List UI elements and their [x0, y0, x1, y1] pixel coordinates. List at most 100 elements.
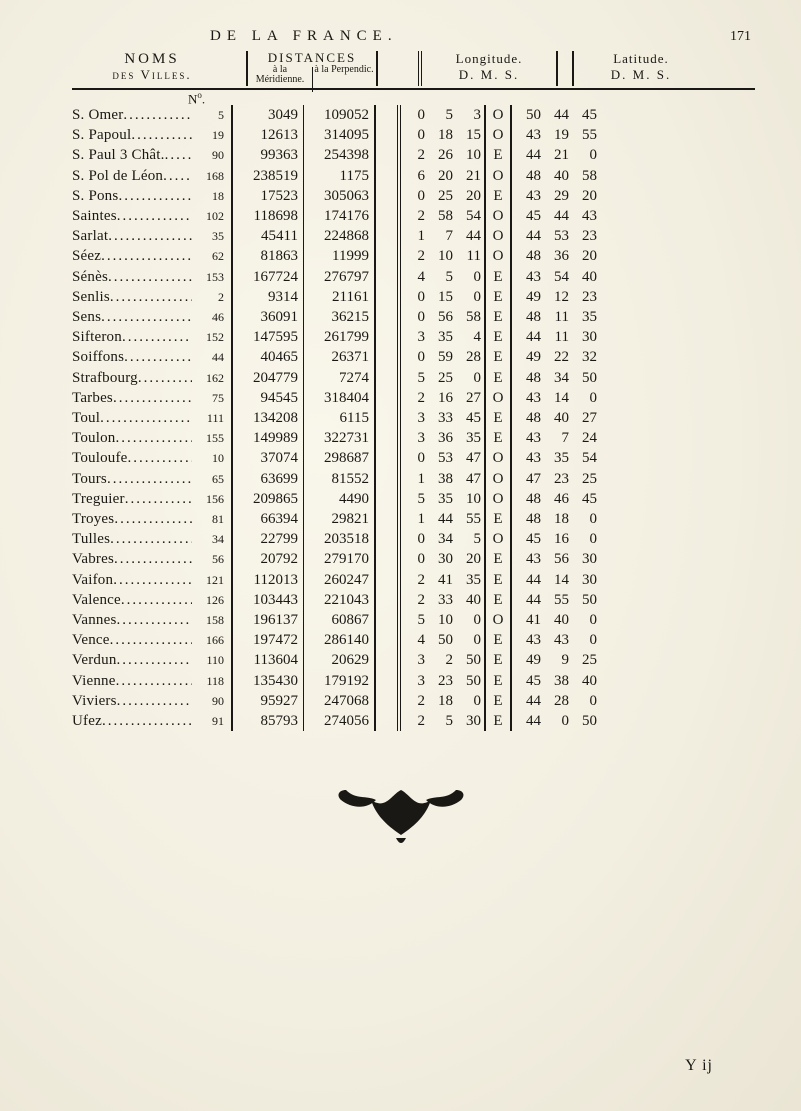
- city-name: Séez..............................: [72, 246, 192, 266]
- dist-meridienne: 85793: [236, 711, 300, 731]
- long-deg: 0: [403, 549, 425, 569]
- city-name: Tarbes..............................: [72, 388, 192, 408]
- ordinal: 155: [192, 428, 228, 448]
- table-row: Toulon..............................1551…: [72, 428, 755, 448]
- hemisphere: E: [489, 650, 507, 670]
- long-deg: 2: [403, 246, 425, 266]
- hemisphere: E: [489, 327, 507, 347]
- long-deg: 0: [403, 105, 425, 125]
- lat-deg: 48: [515, 307, 541, 327]
- long-min: 44: [425, 509, 453, 529]
- dist-perpendic: 36215: [307, 307, 371, 327]
- tailpiece-ornament: [0, 770, 801, 855]
- lat-deg: 48: [515, 408, 541, 428]
- lat-dms: D. M. S.: [576, 67, 706, 83]
- lat-min: 19: [541, 125, 569, 145]
- hemisphere: E: [489, 630, 507, 650]
- lat-sec: 20: [569, 186, 597, 206]
- dist-meridienne: 3049: [236, 105, 300, 125]
- dist-perpendic: 254398: [307, 145, 371, 165]
- dist-perpendic: 247068: [307, 691, 371, 711]
- city-name: S. Paul 3 Chât..........................…: [72, 145, 192, 165]
- dist-perpendic: 298687: [307, 448, 371, 468]
- table-row: Vence..............................16619…: [72, 630, 755, 650]
- hemisphere: E: [489, 428, 507, 448]
- lat-deg: 49: [515, 287, 541, 307]
- long-dms: D. M. S.: [424, 67, 554, 83]
- dist-perpendic: 20629: [307, 650, 371, 670]
- hemisphere: O: [489, 125, 507, 145]
- long-deg: 2: [403, 388, 425, 408]
- long-top: Longitude.: [424, 51, 554, 67]
- ordinal: 152: [192, 327, 228, 347]
- lat-min: 23: [541, 469, 569, 489]
- dist-perpendic: 109052: [307, 105, 371, 125]
- lat-sec: 0: [569, 691, 597, 711]
- city-name: Sens..............................: [72, 307, 192, 327]
- long-min: 50: [425, 630, 453, 650]
- lat-sec: 23: [569, 226, 597, 246]
- hemisphere: E: [489, 267, 507, 287]
- long-deg: 0: [403, 448, 425, 468]
- dist-meridienne: 66394: [236, 509, 300, 529]
- lat-min: 40: [541, 166, 569, 186]
- lat-sec: 25: [569, 469, 597, 489]
- hemisphere: E: [489, 145, 507, 165]
- dist-meridienne: 99363: [236, 145, 300, 165]
- hemisphere: E: [489, 307, 507, 327]
- long-sec: 0: [453, 287, 481, 307]
- ordinal: 168: [192, 166, 228, 186]
- long-deg: 0: [403, 347, 425, 367]
- lat-sec: 23: [569, 287, 597, 307]
- dist-meridienne: 94545: [236, 388, 300, 408]
- long-deg: 2: [403, 711, 425, 731]
- ordinal: 35: [192, 226, 228, 246]
- table-row: S. Papoul..............................1…: [72, 125, 755, 145]
- dist-meridienne: 20792: [236, 549, 300, 569]
- dist-perpendic: 314095: [307, 125, 371, 145]
- long-min: 10: [425, 246, 453, 266]
- lat-deg: 43: [515, 267, 541, 287]
- lat-deg: 44: [515, 691, 541, 711]
- ordinal: 2: [192, 287, 228, 307]
- dist-meridienne: 9314: [236, 287, 300, 307]
- lat-deg: 47: [515, 469, 541, 489]
- ordinal: 75: [192, 388, 228, 408]
- lat-min: 16: [541, 529, 569, 549]
- hemisphere: E: [489, 347, 507, 367]
- hemisphere: E: [489, 671, 507, 691]
- long-sec: 0: [453, 691, 481, 711]
- dist-meridienne: 167724: [236, 267, 300, 287]
- long-deg: 2: [403, 570, 425, 590]
- long-sec: 10: [453, 489, 481, 509]
- long-deg: 6: [403, 166, 425, 186]
- city-name: Soiffons..............................: [72, 347, 192, 367]
- city-name: Tulles..............................: [72, 529, 192, 549]
- long-min: 23: [425, 671, 453, 691]
- lat-min: 46: [541, 489, 569, 509]
- dist-perpendic: 174176: [307, 206, 371, 226]
- table-row: Strafbourg..............................…: [72, 368, 755, 388]
- city-name: Vence..............................: [72, 630, 192, 650]
- hemisphere: E: [489, 287, 507, 307]
- lat-sec: 40: [569, 671, 597, 691]
- lat-min: 18: [541, 509, 569, 529]
- lat-deg: 48: [515, 368, 541, 388]
- dist-perpendic: 322731: [307, 428, 371, 448]
- long-deg: 2: [403, 206, 425, 226]
- dist-perpendic: 26371: [307, 347, 371, 367]
- lat-min: 43: [541, 630, 569, 650]
- table-row: Tours..............................65636…: [72, 469, 755, 489]
- long-deg: 2: [403, 691, 425, 711]
- lat-min: 40: [541, 610, 569, 630]
- lat-sec: 45: [569, 105, 597, 125]
- lat-min: 14: [541, 570, 569, 590]
- city-name: Verdun..............................: [72, 650, 192, 670]
- table-row: Ufez..............................918579…: [72, 711, 755, 731]
- dist-meridienne: 103443: [236, 590, 300, 610]
- long-sec: 40: [453, 590, 481, 610]
- city-name: Treguier..............................: [72, 489, 192, 509]
- lat-deg: 43: [515, 388, 541, 408]
- lat-deg: 45: [515, 529, 541, 549]
- lat-sec: 50: [569, 590, 597, 610]
